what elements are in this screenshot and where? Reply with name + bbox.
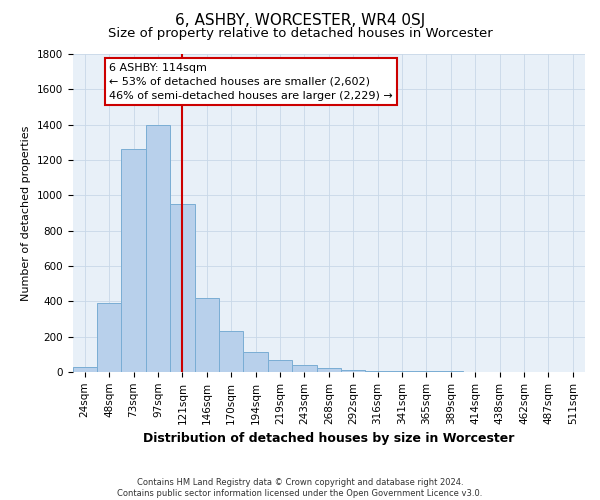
Text: Size of property relative to detached houses in Worcester: Size of property relative to detached ho… xyxy=(107,28,493,40)
Bar xyxy=(194,298,219,372)
Text: 6 ASHBY: 114sqm
← 53% of detached houses are smaller (2,602)
46% of semi-detache: 6 ASHBY: 114sqm ← 53% of detached houses… xyxy=(109,63,393,101)
Bar xyxy=(317,368,341,372)
Bar xyxy=(268,360,292,372)
Bar xyxy=(244,352,268,372)
Bar xyxy=(292,365,317,372)
Bar xyxy=(341,370,365,372)
Bar xyxy=(219,331,244,372)
Bar xyxy=(121,150,146,372)
Text: Contains HM Land Registry data © Crown copyright and database right 2024.
Contai: Contains HM Land Registry data © Crown c… xyxy=(118,478,482,498)
Bar xyxy=(390,371,414,372)
Bar xyxy=(365,371,390,372)
Bar xyxy=(170,204,194,372)
X-axis label: Distribution of detached houses by size in Worcester: Distribution of detached houses by size … xyxy=(143,432,514,445)
Text: 6, ASHBY, WORCESTER, WR4 0SJ: 6, ASHBY, WORCESTER, WR4 0SJ xyxy=(175,12,425,28)
Bar xyxy=(97,303,121,372)
Bar xyxy=(73,368,97,372)
Y-axis label: Number of detached properties: Number of detached properties xyxy=(21,125,31,300)
Bar xyxy=(146,124,170,372)
